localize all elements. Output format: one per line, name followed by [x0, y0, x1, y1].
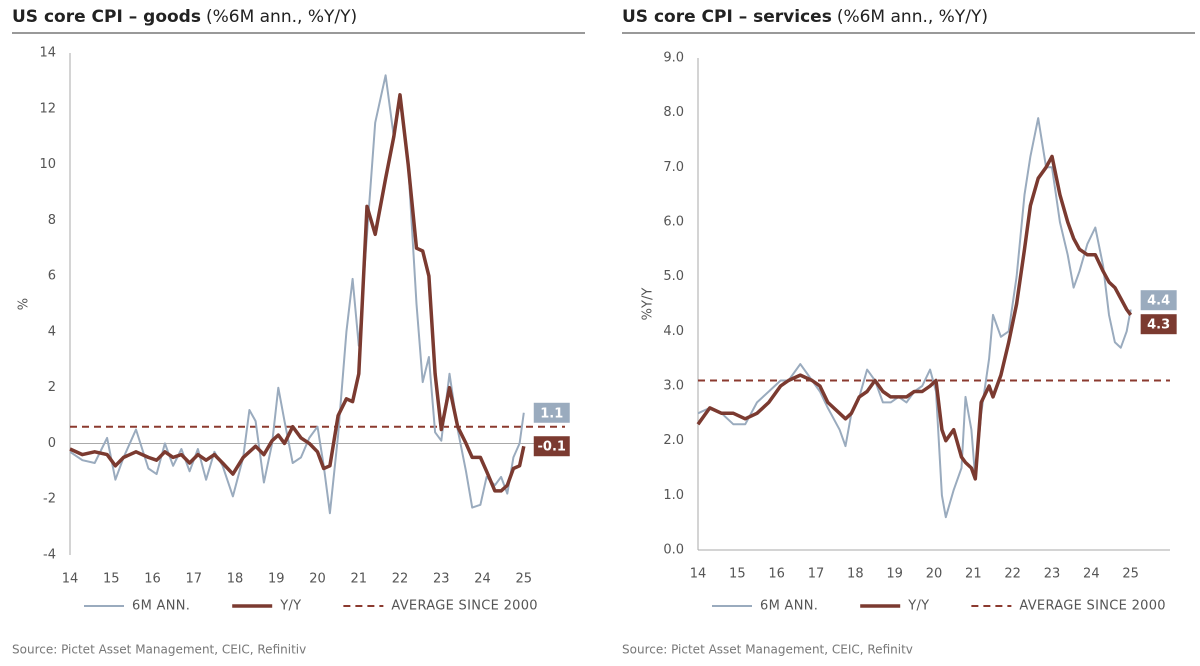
x-tick-label: 23: [1044, 567, 1061, 582]
series-line: [697, 117, 1132, 519]
title-sub: (%6M ann., %Y/Y): [206, 7, 357, 27]
x-tick-label: 19: [268, 572, 285, 587]
y-tick-label: 3.0: [663, 379, 684, 394]
y-tick-label: 7.0: [663, 160, 684, 175]
y-tick-label: 2: [48, 380, 56, 395]
x-tick-label: 14: [690, 567, 707, 582]
legend-label: AVERAGE SINCE 2000: [1019, 599, 1165, 614]
x-tick-label: 16: [144, 572, 161, 587]
source: Source: Pictet Asset Management, CEIC, R…: [12, 643, 306, 657]
y-tick-label: 12: [39, 101, 56, 116]
x-tick-label: 15: [729, 567, 746, 582]
x-tick-label: 14: [62, 572, 79, 587]
y-tick-label: -2: [43, 492, 56, 507]
y-axis-label: %: [17, 298, 32, 310]
x-tick-label: 18: [227, 572, 244, 587]
title-main: US core CPI – goods: [12, 7, 201, 27]
source: Source: Pictet Asset Management, CEIC, R…: [622, 643, 913, 657]
y-tick-label: 14: [39, 46, 56, 61]
x-tick-label: 24: [1083, 567, 1100, 582]
x-tick-label: 21: [965, 567, 982, 582]
x-tick-label: 20: [309, 572, 326, 587]
x-tick-label: 23: [433, 572, 450, 587]
x-tick-label: 25: [1122, 567, 1139, 582]
y-tick-label: 1.0: [663, 488, 684, 503]
x-tick-label: 20: [926, 567, 943, 582]
x-tick-label: 21: [350, 572, 367, 587]
end-label-box: [533, 402, 570, 423]
y-tick-label: 9.0: [663, 51, 684, 66]
end-label-box: [1140, 314, 1177, 335]
y-tick-label: 2.0: [663, 433, 684, 448]
x-tick-label: 25: [515, 572, 532, 587]
series-line: [69, 93, 526, 493]
end-label-box: [1140, 290, 1177, 311]
end-label-box: [533, 436, 570, 457]
y-tick-label: -4: [43, 548, 56, 563]
y-tick-label: 0.0: [663, 543, 684, 558]
y-axis-label: %Y/Y: [641, 288, 656, 321]
y-tick-label: 5.0: [663, 269, 684, 284]
y-tick-label: 8.0: [663, 105, 684, 120]
x-tick-label: 22: [392, 572, 409, 587]
y-tick-label: 0: [48, 436, 56, 451]
legend-label: 6M ANN.: [132, 599, 190, 614]
x-tick-label: 16: [768, 567, 785, 582]
legend-label: 6M ANN.: [760, 599, 818, 614]
series-line: [696, 154, 1133, 481]
x-tick-label: 18: [847, 567, 864, 582]
end-label: 4.4: [1147, 294, 1170, 309]
y-tick-label: 8: [48, 213, 56, 228]
series-line: [69, 74, 525, 515]
x-tick-label: 15: [103, 572, 120, 587]
title-sub: (%6M ann., %Y/Y): [837, 7, 988, 27]
x-tick-label: 22: [1004, 567, 1021, 582]
title-main: US core CPI – services: [622, 7, 832, 27]
legend-label: Y/Y: [907, 599, 929, 614]
chart-title: US core CPI – services (%6M ann., %Y/Y): [622, 7, 988, 27]
y-tick-label: 4.0: [663, 324, 684, 339]
y-tick-label: 6.0: [663, 215, 684, 230]
legend-label: AVERAGE SINCE 2000: [391, 599, 537, 614]
legend-label: Y/Y: [279, 599, 301, 614]
end-label: 4.3: [1147, 318, 1170, 333]
y-tick-label: 10: [39, 157, 56, 172]
y-tick-label: 4: [48, 324, 56, 339]
end-label: 1.1: [540, 406, 563, 421]
x-tick-label: 17: [808, 567, 825, 582]
chart-title: US core CPI – goods (%6M ann., %Y/Y): [12, 7, 357, 27]
y-tick-label: 6: [48, 269, 56, 284]
end-label: -0.1: [538, 440, 566, 455]
x-tick-label: 17: [185, 572, 202, 587]
x-tick-label: 19: [886, 567, 903, 582]
x-tick-label: 24: [474, 572, 491, 587]
